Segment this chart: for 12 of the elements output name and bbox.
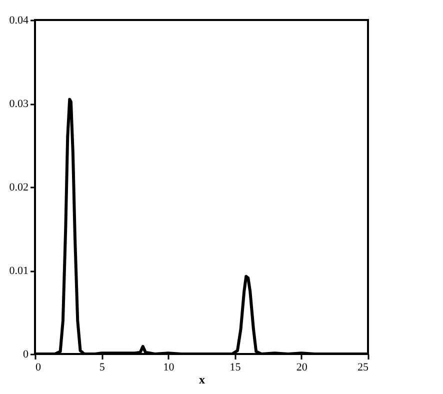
y-tick-label: 0.01 [9,265,28,277]
x-tick-label: 15 [230,362,242,374]
x-tick-label: 25 [358,362,369,374]
x-axis-title: x [199,372,205,386]
y-tick-label: 0.02 [9,182,28,194]
x-tick-label: 0 [36,362,42,374]
x-tick-label: 5 [99,362,106,374]
y-tick-label: 0 [23,348,29,360]
x-tick-label: 20 [296,362,308,374]
x-tick-label: 10 [163,362,175,374]
y-tick-label: 0.04 [9,14,29,26]
y-tick-label: 0.03 [9,98,29,110]
